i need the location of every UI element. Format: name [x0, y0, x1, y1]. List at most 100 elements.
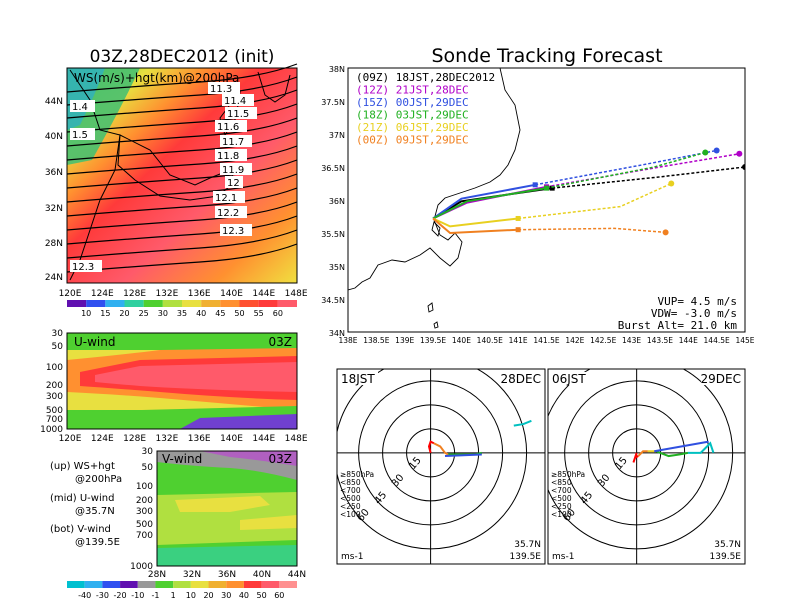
- colorbar-swatch: [120, 581, 138, 588]
- colorbar-tick-label: 60: [274, 591, 284, 600]
- contour-label-bg: [220, 224, 252, 236]
- uwind-x-tick-label: 120E: [59, 434, 82, 444]
- tracking-lon-tick-label: 142.5E: [590, 336, 616, 345]
- track-legend-entry: (18Z) 03JST,29DEC: [356, 109, 469, 122]
- landing-point: [702, 149, 709, 156]
- contour-label-bg: [215, 206, 247, 218]
- tracking-lat-tick-label: 34N: [329, 329, 345, 338]
- vwind-x-ticks: 28N 32N 36N 40N 44N: [148, 570, 306, 580]
- colorbar-tick-label: 30: [158, 309, 168, 318]
- vwind-x-tick-label: 28N: [148, 570, 166, 580]
- colorbar-swatch: [86, 300, 106, 307]
- ws-colorbar: 10 15 20 25 30 35 40 45 50 55 60: [67, 300, 297, 318]
- hodograph-trace: [655, 450, 689, 458]
- colorbar-swatch: [182, 300, 202, 307]
- colorbar-tick-label: 40: [239, 591, 249, 600]
- colorbar-tick-label: -30: [96, 591, 109, 600]
- hodograph-trace: [513, 419, 532, 427]
- colorbar-tick-label: -1: [151, 591, 159, 600]
- hodograph-legend-entry: <700: [551, 486, 572, 495]
- track-descent-line: [518, 227, 666, 234]
- note-up-1: (up) WS+hgt: [50, 461, 115, 472]
- tracking-title: Sonde Tracking Forecast: [431, 45, 662, 67]
- contour-label-bg: [220, 135, 252, 147]
- time-label-bg: [551, 372, 589, 385]
- hodograph-legend-entry: <250: [551, 502, 572, 511]
- colorbar-swatch: [102, 581, 121, 588]
- hodograph-units: ms-1: [552, 552, 574, 562]
- uwind-y-tick-label: 50: [52, 342, 64, 352]
- uwind-y-tick-label: 700: [46, 415, 63, 425]
- contour-label-bg: [225, 107, 257, 119]
- burst-point: [532, 182, 538, 188]
- hodograph-legend-entry: <500: [340, 494, 361, 503]
- colorbar-swatch: [84, 581, 103, 588]
- track-ascent-line: [432, 217, 519, 235]
- vwind-panel: V-wind 03Z: [156, 450, 298, 567]
- colorbar-tick-label: 30: [221, 591, 231, 600]
- burst-point: [515, 227, 521, 233]
- uwind-x-tick-label: 124E: [91, 434, 114, 444]
- colorbar-swatch: [190, 581, 209, 588]
- contour-label: 12.2: [217, 208, 239, 219]
- hodograph-legend-entry: <100: [340, 510, 361, 519]
- contour-label: 11.8: [217, 151, 239, 162]
- uwind-time: 03Z: [269, 335, 293, 349]
- tracking-lon-tick-label: 138E: [338, 336, 357, 345]
- contour-line: [66, 63, 298, 93]
- landing-point: [668, 180, 675, 187]
- contour-label-bg: [215, 149, 247, 161]
- contour-label-bg: [213, 191, 245, 203]
- uwind-y-tick-label: 1000: [40, 425, 63, 435]
- tracking-lat-tick-label: 35.5N: [321, 230, 345, 239]
- uwind-y-tick-label: 200: [46, 381, 63, 391]
- contour-label: 12.1: [215, 193, 237, 204]
- contour-label: 11.7: [222, 137, 244, 148]
- contour-label-bg: [220, 163, 252, 175]
- note-bot-1: (bot) V-wind: [50, 524, 111, 535]
- colorbar-tick-label: 50: [257, 591, 267, 600]
- vdw-text: VDW= -3.0 m/s: [651, 307, 737, 320]
- track-descent-line: [546, 153, 740, 188]
- tracking-lon-ticks: 138E 138.5E 139E 139.5E 140E 140.5E 141E 141.5E…: [338, 336, 754, 345]
- colorbar-swatch: [226, 581, 244, 588]
- contour-label-bg: [225, 176, 243, 188]
- hodograph-trace: [637, 450, 648, 457]
- lon-tick-label: 124E: [91, 289, 114, 299]
- contour-label: 1.5: [72, 130, 88, 141]
- date-label-bg: [501, 372, 543, 385]
- tracking-lon-tick-label: 139E: [395, 336, 414, 345]
- track-descent-line: [518, 182, 672, 220]
- lon-tick-label: 148E: [285, 289, 308, 299]
- date-label-bg: [701, 372, 743, 385]
- tracking-lon-tick-label: 138.5E: [363, 336, 389, 345]
- vwind-x-tick-label: 40N: [253, 570, 271, 580]
- uwind-x-tick-label: 136E: [188, 434, 211, 444]
- vwind-y-tick-label: 30: [142, 447, 154, 457]
- contour-line: [66, 159, 298, 189]
- lon-tick-label: 132E: [155, 289, 178, 299]
- colorbar-swatch: [173, 581, 191, 588]
- tracking-lat-tick-label: 35N: [329, 263, 345, 272]
- colorbar-swatch: [67, 581, 85, 588]
- contour-line: [66, 145, 298, 175]
- tracking-lat-tick-label: 37.5N: [321, 98, 345, 107]
- uwind-label: U-wind: [74, 335, 115, 349]
- contour-line: [66, 187, 298, 217]
- burst-text: Burst Alt= 21.0 km: [618, 319, 738, 332]
- tracking-lat-tick-label: 36N: [329, 197, 345, 206]
- colorbar-swatch: [137, 581, 156, 588]
- hodograph-trace: [444, 453, 482, 458]
- panel-notes: (up) WS+hgt @200hPa (mid) U-wind @35.7N …: [50, 461, 122, 548]
- colorbar-swatch: [208, 581, 227, 588]
- contour-label: 12.3: [222, 226, 244, 237]
- uwind-x-tick-label: 128E: [123, 434, 146, 444]
- track-descent-line: [552, 166, 745, 189]
- vwind-y-tick-label: 700: [136, 531, 153, 541]
- contour-line: [66, 131, 298, 161]
- lat-tick-label: 40N: [45, 132, 63, 142]
- colorbar-tick-label: 10: [81, 309, 91, 318]
- colorbar-swatch: [201, 300, 221, 307]
- contour-label-bg: [70, 100, 95, 112]
